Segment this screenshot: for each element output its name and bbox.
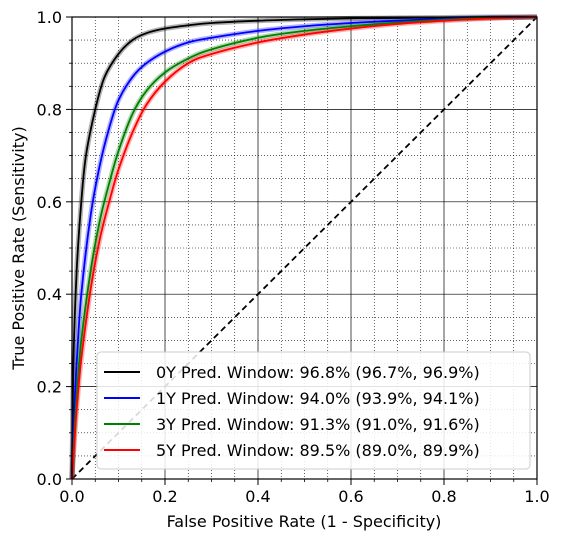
y-tick-label: 1.0 (37, 8, 62, 27)
x-tick-label: 0.2 (152, 487, 177, 506)
series-line-0 (71, 16, 538, 480)
y-tick-label: 0.2 (37, 378, 62, 397)
x-tick-label: 0.6 (338, 487, 363, 506)
legend-label-1: 1Y Pred. Window: 94.0% (93.9%, 94.1%) (156, 389, 480, 408)
tick-labels: 0.0 0.2 0.4 0.6 0.8 1.0 0.0 0.2 0.4 0.6 0.8 1.0 (37, 8, 550, 506)
y-tick-label: 0.0 (37, 470, 62, 489)
legend-label-3: 5Y Pred. Window: 89.5% (89.0%, 89.9%) (156, 441, 480, 460)
series-line-3 (71, 16, 538, 480)
y-tick-label: 0.8 (37, 100, 62, 119)
legend-label-0: 0Y Pred. Window: 96.8% (96.7%, 96.9%) (156, 363, 480, 382)
legend-label-2: 3Y Pred. Window: 91.3% (91.0%, 91.6%) (156, 415, 480, 434)
x-tick-label: 0.8 (431, 487, 456, 506)
x-tick-label: 0.4 (245, 487, 270, 506)
legend-box (96, 351, 531, 470)
x-tick-label: 1.0 (524, 487, 549, 506)
series-line-2 (71, 16, 538, 480)
y-tick-label: 0.4 (37, 285, 62, 304)
legend: 0Y Pred. Window: 96.8% (96.7%, 96.9%) 1Y … (96, 351, 531, 470)
roc-curves (71, 16, 538, 480)
y-axis-label: True Positive Rate (Sensitivity) (9, 126, 28, 370)
y-tick-label: 0.6 (37, 193, 62, 212)
x-axis-label: False Positive Rate (1 - Specificity) (167, 512, 442, 531)
x-tick-label: 0.0 (59, 487, 84, 506)
series-line-1 (71, 16, 538, 480)
axis-ticks (66, 16, 538, 485)
